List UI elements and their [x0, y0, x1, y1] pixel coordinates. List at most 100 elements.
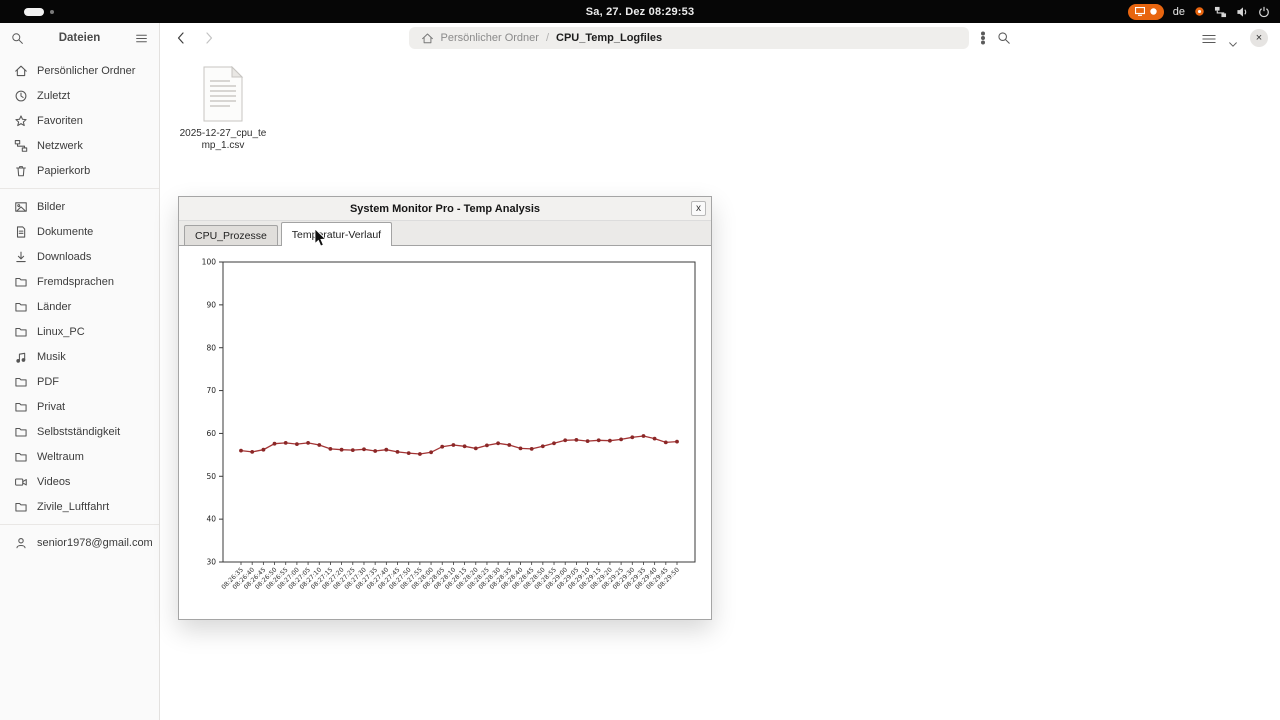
sidebar-item-label: Zivile_Luftfahrt: [37, 500, 110, 513]
sidebar-divider: [0, 188, 159, 189]
sidebar-item-zivile-luftfahrt[interactable]: Zivile_Luftfahrt: [0, 494, 159, 519]
svg-text:70: 70: [206, 386, 216, 395]
sidebar-item-privat[interactable]: Privat: [0, 394, 159, 419]
sidebar-item-label: PDF: [37, 375, 59, 388]
file-name: 2025-12-27_cpu_temp_1.csv: [179, 128, 267, 151]
file-grid: 2025-12-27_cpu_temp_1.csv: [178, 66, 268, 151]
monitor-tabs: CPU_Prozesse Temperatur-Verlauf: [179, 221, 711, 246]
sidebar-item-dokumente[interactable]: Dokumente: [0, 219, 159, 244]
sidebar-item-label: Downloads: [37, 250, 92, 263]
sidebar-item-label: senior1978@gmail.com: [37, 536, 153, 549]
folder-search-icon[interactable]: [997, 31, 1011, 45]
sidebar-divider: [0, 524, 159, 525]
home-icon: [421, 32, 434, 45]
network-icon: [14, 139, 28, 153]
sidebar-item-label: Fremdsprachen: [37, 275, 115, 288]
person-icon: [14, 536, 28, 550]
sidebar-item-selbstst-ndigkeit[interactable]: Selbstständigkeit: [0, 419, 159, 444]
sidebar-item-pdf[interactable]: PDF: [0, 369, 159, 394]
screencast-indicator[interactable]: [1127, 3, 1164, 20]
chevron-down-icon[interactable]: [1228, 35, 1238, 47]
screen-share-icon: [1134, 7, 1145, 16]
sidebar-item-label: Privat: [37, 400, 66, 413]
folder-icon: [14, 425, 28, 439]
app-title: Dateien: [58, 32, 101, 44]
view-list-icon[interactable]: [1202, 32, 1216, 44]
sidebar-item-label: Bilder: [37, 200, 66, 213]
keyboard-layout-indicator[interactable]: de: [1172, 5, 1185, 18]
sidebar-item-netzwerk[interactable]: Netzwerk: [0, 133, 159, 158]
workspace-dot-icon: [50, 9, 54, 14]
tab-cpu-prozesse[interactable]: CPU_Prozesse: [184, 225, 278, 245]
workspace-indicator[interactable]: [24, 7, 54, 16]
sidebar-item-bilder[interactable]: Bilder: [0, 194, 159, 219]
system-monitor-window: System Monitor Pro - Temp Analysis x CPU…: [178, 196, 712, 620]
sidebar-item-zuletzt[interactable]: Zuletzt: [0, 83, 159, 108]
folder-icon: [14, 500, 28, 514]
folder-icon: [14, 275, 28, 289]
top-bar: Sa, 27. Dez 08:29:53 de: [0, 0, 1280, 23]
folder-icon: [14, 450, 28, 464]
sidebar-item-label: Favoriten: [37, 114, 83, 127]
volume-icon: [1237, 6, 1247, 17]
sidebar-sections: Persönlicher Ordner Zuletzt Favoriten Netzw…: [0, 53, 159, 555]
search-icon[interactable]: [11, 32, 24, 45]
svg-text:50: 50: [206, 472, 216, 481]
forward-button[interactable]: [201, 30, 217, 46]
back-button[interactable]: [173, 30, 189, 46]
folder-icon: [14, 325, 28, 339]
sidebar-item-pers-nlicher-ordner[interactable]: Persönlicher Ordner: [0, 58, 159, 83]
file-item-csv[interactable]: 2025-12-27_cpu_temp_1.csv: [178, 66, 268, 151]
sidebar-item-l-nder[interactable]: Länder: [0, 294, 159, 319]
monitor-close-button[interactable]: x: [691, 201, 706, 216]
sidebar-item-label: Videos: [37, 475, 71, 488]
sidebar-item-papierkorb[interactable]: Papierkorb: [0, 158, 159, 183]
trash-icon: [14, 164, 28, 178]
sidebar-item-musik[interactable]: Musik: [0, 344, 159, 369]
power-icon: [1259, 6, 1269, 17]
sidebar-item-label: Linux_PC: [37, 325, 85, 338]
tab-temperatur-verlauf[interactable]: Temperatur-Verlauf: [280, 222, 393, 246]
sidebar-item-label: Selbstständigkeit: [37, 425, 121, 438]
monitor-title: System Monitor Pro - Temp Analysis: [349, 202, 541, 215]
temperature-chart: 30 40 50 60 70 80 90 100 08:26:35 08:26:40 08:26:4…: [179, 247, 711, 619]
sidebar-item-videos[interactable]: Videos: [0, 469, 159, 494]
window-close-button[interactable]: ×: [1250, 29, 1268, 47]
sidebar-item-senior1978-gmail-com[interactable]: senior1978@gmail.com: [0, 530, 159, 555]
breadcrumb-root[interactable]: Persönlicher Ordner: [440, 32, 539, 44]
workspace-pill-icon: [24, 7, 44, 16]
files-sidebar: Dateien Persönlicher Ordner Zuletzt Favori…: [0, 23, 160, 720]
monitor-titlebar[interactable]: System Monitor Pro - Temp Analysis x: [179, 197, 711, 221]
star-icon: [14, 114, 28, 128]
download-icon: [14, 250, 28, 264]
svg-text:100: 100: [202, 258, 217, 267]
folder-icon: [14, 375, 28, 389]
breadcrumb-separator: /: [545, 32, 549, 44]
sidebar-item-label: Weltraum: [37, 450, 84, 463]
sidebar-header: Dateien: [0, 23, 159, 53]
menu-icon[interactable]: [135, 32, 148, 45]
files-toolbar: Persönlicher Ordner / CPU_Temp_Logfiles …: [161, 23, 1280, 53]
svg-text:90: 90: [206, 300, 216, 309]
sidebar-item-downloads[interactable]: Downloads: [0, 244, 159, 269]
svg-text:80: 80: [206, 343, 216, 352]
status-indicator-icon: [1195, 7, 1204, 16]
svg-text:30: 30: [206, 558, 216, 567]
text-file-icon: [203, 66, 244, 122]
sidebar-item-weltraum[interactable]: Weltraum: [0, 444, 159, 469]
sidebar-item-linux-pc[interactable]: Linux_PC: [0, 319, 159, 344]
system-tray[interactable]: de: [1127, 3, 1270, 20]
sidebar-item-label: Zuletzt: [37, 89, 71, 102]
sidebar-item-favoriten[interactable]: Favoriten: [0, 108, 159, 133]
breadcrumb-current[interactable]: CPU_Temp_Logfiles: [556, 32, 663, 44]
clock[interactable]: Sa, 27. Dez 08:29:53: [585, 5, 695, 18]
music-icon: [14, 350, 28, 364]
sidebar-item-fremdsprachen[interactable]: Fremdsprachen: [0, 269, 159, 294]
sidebar-item-label: Netzwerk: [37, 139, 83, 152]
breadcrumb[interactable]: Persönlicher Ordner / CPU_Temp_Logfiles: [408, 27, 969, 49]
kebab-menu-icon[interactable]: [980, 31, 985, 45]
sidebar-item-label: Musik: [37, 350, 66, 363]
sidebar-item-label: Länder: [37, 300, 72, 313]
sidebar-item-label: Persönlicher Ordner: [37, 64, 136, 77]
